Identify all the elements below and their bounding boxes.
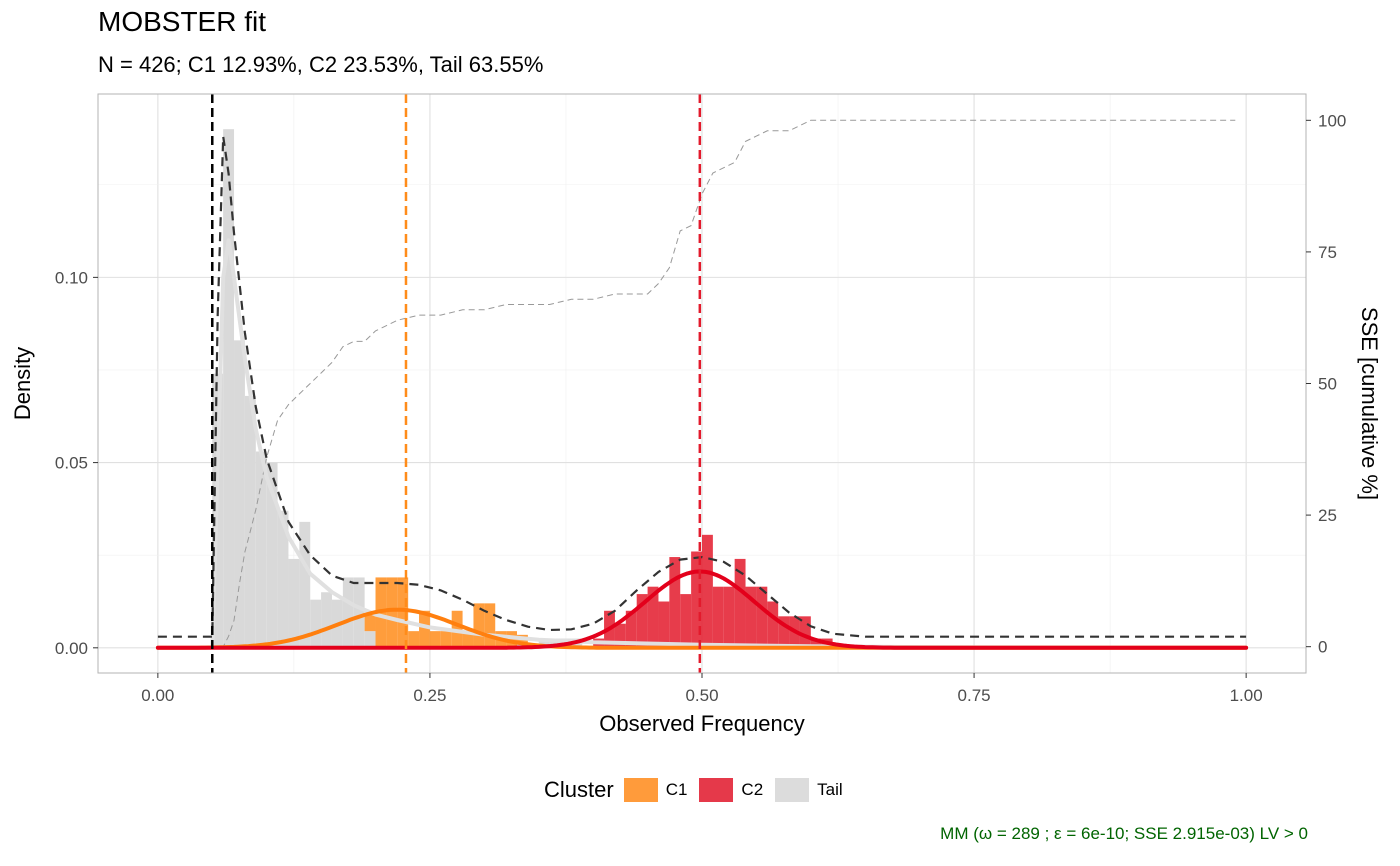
histogram-bar-tail bbox=[364, 631, 376, 648]
histogram-bar-c2 bbox=[778, 616, 790, 648]
histogram-bar-c2 bbox=[723, 586, 735, 648]
model-caption: MM (ω = 289 ; ε = 6e-10; SSE 2.915e-03) … bbox=[940, 824, 1308, 843]
histogram-bar-c1 bbox=[408, 631, 420, 648]
histogram-bar-c2 bbox=[669, 557, 681, 648]
histogram-bar-tail bbox=[549, 638, 561, 648]
y-tick-label: 0.00 bbox=[55, 639, 88, 658]
histogram-bar-tail bbox=[234, 340, 245, 648]
axes: 0.00 0.25 0.50 0.75 1.00 0.00 0.05 0.10 0 25 50 75 1… bbox=[10, 111, 1382, 736]
histogram-bar-c2 bbox=[767, 601, 779, 648]
histogram-bar-c2 bbox=[799, 616, 811, 648]
histogram-bar-c2 bbox=[625, 610, 637, 648]
histogram-bar-tail bbox=[342, 577, 354, 648]
x-tick-label: 1.00 bbox=[1230, 686, 1263, 705]
y2-tick-label: 25 bbox=[1318, 506, 1337, 525]
x-tick-label: 0.25 bbox=[413, 686, 446, 705]
y2-tick-label: 75 bbox=[1318, 243, 1337, 262]
histogram-bar-c2 bbox=[691, 551, 702, 648]
histogram-bar-tail bbox=[299, 521, 311, 648]
histogram-bar-tail bbox=[538, 638, 550, 648]
histogram-bar-c2 bbox=[810, 638, 822, 648]
chart-title: MOBSTER fit bbox=[98, 6, 267, 37]
legend-label-tail: Tail bbox=[817, 780, 843, 799]
histogram-bar-tail bbox=[244, 395, 256, 648]
chart-subtitle: N = 426; C1 12.93%, C2 23.53%, Tail 63.5… bbox=[98, 52, 544, 77]
histogram-bar-c1 bbox=[440, 631, 452, 648]
histogram-bar-tail bbox=[321, 592, 332, 648]
histogram-bar-c1 bbox=[364, 614, 376, 632]
histogram-bar-tail bbox=[266, 462, 278, 648]
histogram-bar-c1 bbox=[473, 603, 485, 648]
histogram-bar-tail bbox=[223, 129, 235, 648]
x-tick-label: 0.00 bbox=[141, 686, 174, 705]
histogram-bar-c2 bbox=[658, 601, 670, 648]
histogram-bar-c2 bbox=[745, 586, 757, 648]
histogram-bar-c1 bbox=[386, 577, 398, 648]
curves bbox=[155, 94, 1249, 673]
histogram-bar-c1 bbox=[397, 577, 409, 648]
y-tick-label: 0.10 bbox=[55, 268, 88, 287]
histogram-bar-c2 bbox=[702, 534, 713, 648]
x-axis-title: Observed Frequency bbox=[599, 711, 804, 736]
mixture-density-curve bbox=[157, 136, 1247, 638]
legend-key-c1 bbox=[623, 778, 658, 802]
histogram-bar-c1 bbox=[429, 631, 441, 648]
y2-tick-label: 50 bbox=[1318, 375, 1337, 394]
histogram-bar-c2 bbox=[712, 586, 724, 648]
density-curve-tail bbox=[210, 238, 1249, 650]
histogram-bar-tail bbox=[277, 510, 289, 648]
histogram-bar-c1 bbox=[462, 631, 474, 648]
histogram-bar-c1 bbox=[484, 603, 496, 648]
y2-tick-label: 100 bbox=[1318, 111, 1346, 130]
y-axis-title: Density bbox=[10, 347, 35, 420]
x-tick-label: 0.50 bbox=[685, 686, 718, 705]
histogram-bar-tail bbox=[310, 599, 322, 648]
legend-title: Cluster bbox=[544, 777, 614, 802]
histogram-bar-tail bbox=[353, 577, 365, 648]
legend-key-c2 bbox=[699, 778, 734, 802]
histogram-bar-c2 bbox=[614, 623, 626, 648]
histogram-bar-c2 bbox=[647, 586, 659, 648]
y2-tick-label: 0 bbox=[1318, 638, 1327, 657]
legend-item-c2: C2 bbox=[699, 778, 763, 802]
histogram-bar-c1 bbox=[506, 631, 517, 648]
legend: Cluster C1 C2 Tail bbox=[544, 772, 855, 808]
histogram-bar-c1 bbox=[419, 610, 430, 648]
sse-cumulative-line bbox=[190, 119, 1236, 648]
histogram-bar-c2 bbox=[636, 594, 648, 648]
y2-axis-title: SSE [cumulative %] bbox=[1357, 307, 1382, 500]
histogram-bar-c2 bbox=[680, 594, 692, 648]
legend-label-c2: C2 bbox=[741, 780, 764, 799]
histogram-bar-tail bbox=[288, 558, 300, 648]
histogram-bar-c2 bbox=[734, 558, 746, 648]
histogram-bar-c2 bbox=[756, 586, 768, 648]
legend-item-tail: Tail bbox=[775, 778, 843, 802]
legend-item-c1: C1 bbox=[623, 778, 688, 802]
x-tick-label: 0.75 bbox=[958, 686, 991, 705]
legend-key-tail bbox=[775, 778, 810, 802]
legend-label-c1: C1 bbox=[665, 780, 688, 799]
y-tick-label: 0.05 bbox=[55, 454, 88, 473]
histogram-bar-tail bbox=[255, 451, 267, 648]
density-curve-c2 bbox=[155, 569, 1249, 650]
